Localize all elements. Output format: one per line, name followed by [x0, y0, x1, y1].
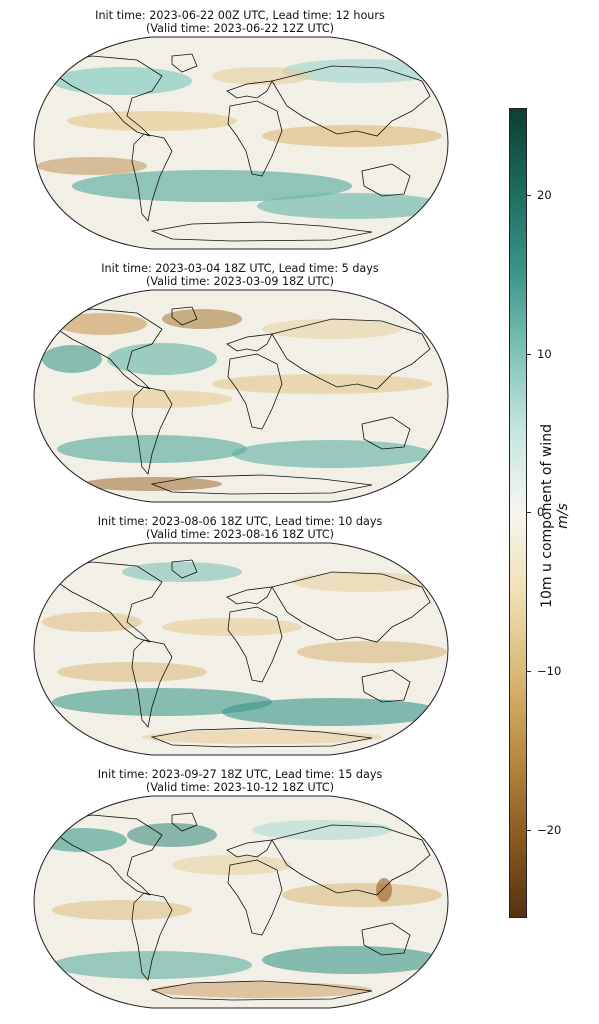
wind-map: [33, 795, 449, 1009]
colorbar-tick: [526, 830, 531, 831]
colorbar-tick: [526, 354, 531, 355]
panel-title-line2: (Valid time: 2023-08-16 18Z UTC): [145, 528, 335, 541]
colorbar-tick-label: 0: [537, 505, 545, 519]
colorbar-tick: [526, 195, 531, 196]
colorbar-tick: [526, 512, 531, 513]
wind-map: [33, 289, 449, 503]
colorbar-tick-label: 10: [537, 347, 552, 361]
panel-title-line2: (Valid time: 2023-03-09 18Z UTC): [145, 275, 335, 288]
colorbar-label: 10m u component of wind: [539, 424, 555, 608]
panel-title-line1: Init time: 2023-03-04 18Z UTC, Lead time…: [101, 262, 379, 275]
panel-title-line1: Init time: 2023-09-27 18Z UTC, Lead time…: [97, 768, 383, 781]
colorbar-tick-label: −20: [537, 823, 562, 837]
colorbar-gradient: [509, 108, 527, 918]
colorbar-units: m/s: [555, 503, 571, 529]
panel-title-line2: (Valid time: 2023-10-12 18Z UTC): [145, 781, 335, 794]
panel-title-line2: (Valid time: 2023-06-22 12Z UTC): [145, 22, 335, 35]
wind-map: [33, 542, 449, 756]
panel-title-line1: Init time: 2023-08-06 18Z UTC, Lead time…: [97, 515, 383, 528]
colorbar-tick-label: −10: [537, 664, 562, 678]
colorbar: 20 10 0 −10 −20: [509, 108, 569, 918]
colorbar-tick: [526, 671, 531, 672]
panel-title-line1: Init time: 2023-06-22 00Z UTC, Lead time…: [95, 9, 385, 22]
colorbar-tick-label: 20: [537, 188, 552, 202]
wind-map: [33, 36, 449, 250]
